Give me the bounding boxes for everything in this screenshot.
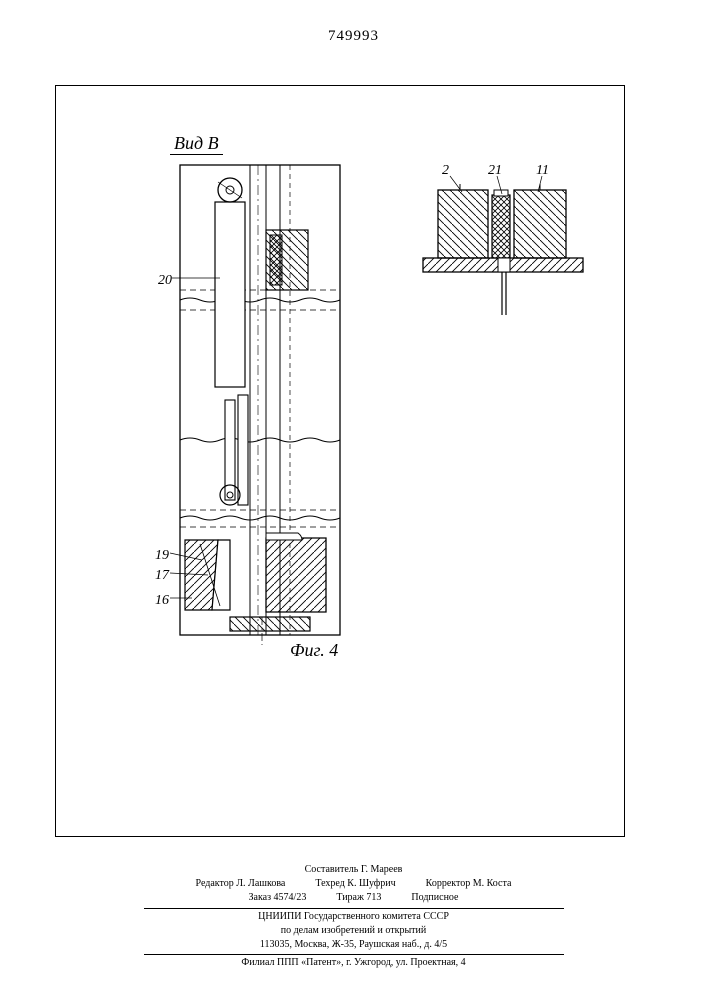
footer-addr2: Филиал ППП «Патент», г. Ужгород, ул. Про… xyxy=(0,956,707,970)
callout-11: 11 xyxy=(536,163,549,178)
patent-number: 749993 xyxy=(0,28,707,45)
page: 749993 Вид В xyxy=(0,0,707,1000)
footer-editor: Редактор Л. Лашкова xyxy=(196,877,286,891)
callout-17: 17 xyxy=(155,568,170,583)
footer-order: Заказ 4574/23 xyxy=(249,891,307,905)
footer: Составитель Г. Мареев Редактор Л. Лашков… xyxy=(0,863,707,970)
detail-figure: 2 21 11 xyxy=(420,160,595,325)
figure-label: Фиг. 4 xyxy=(290,640,338,661)
view-label: Вид В xyxy=(170,133,223,155)
footer-org1: ЦНИИПИ Государственного комитета СССР xyxy=(0,910,707,924)
callout-16: 16 xyxy=(155,593,169,608)
footer-addr1: 113035, Москва, Ж-35, Раушская наб., д. … xyxy=(0,938,707,952)
footer-techred: Техред К. Шуфрич xyxy=(315,877,395,891)
main-figure: 20 19 17 16 xyxy=(130,160,360,650)
callout-21: 21 xyxy=(488,163,502,178)
footer-org2: по делам изобретений и открытий xyxy=(0,924,707,938)
footer-subscription: Подписное xyxy=(411,891,458,905)
callout-19: 19 xyxy=(155,548,169,563)
callout-20: 20 xyxy=(158,273,172,288)
footer-compiler: Составитель Г. Мареев xyxy=(0,863,707,877)
footer-circulation: Тираж 713 xyxy=(336,891,381,905)
callout-2: 2 xyxy=(442,163,449,178)
footer-corrector: Корректор М. Коста xyxy=(426,877,512,891)
